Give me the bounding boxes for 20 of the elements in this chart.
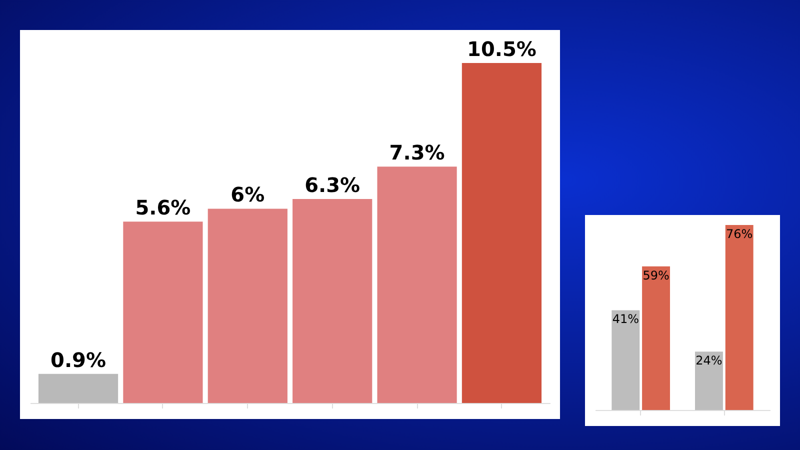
bar xyxy=(292,199,372,403)
data-label: 76% xyxy=(726,227,753,241)
data-label: 10.5% xyxy=(467,37,536,61)
bar xyxy=(642,266,670,410)
data-label: 6% xyxy=(230,182,265,207)
data-label: 24% xyxy=(696,354,722,368)
bar xyxy=(123,222,203,403)
bar xyxy=(612,310,640,410)
data-label: 7.3% xyxy=(389,140,445,165)
data-label: 6.3% xyxy=(304,173,360,197)
bar xyxy=(377,166,457,403)
data-label: 59% xyxy=(642,268,670,282)
bar xyxy=(462,63,542,403)
data-label: 41% xyxy=(612,312,639,326)
bar xyxy=(38,374,118,403)
data-label: 5.6% xyxy=(135,196,191,220)
bar xyxy=(725,225,754,410)
bar xyxy=(695,352,723,410)
bar xyxy=(208,208,288,403)
data-label: 0.9% xyxy=(50,348,106,372)
